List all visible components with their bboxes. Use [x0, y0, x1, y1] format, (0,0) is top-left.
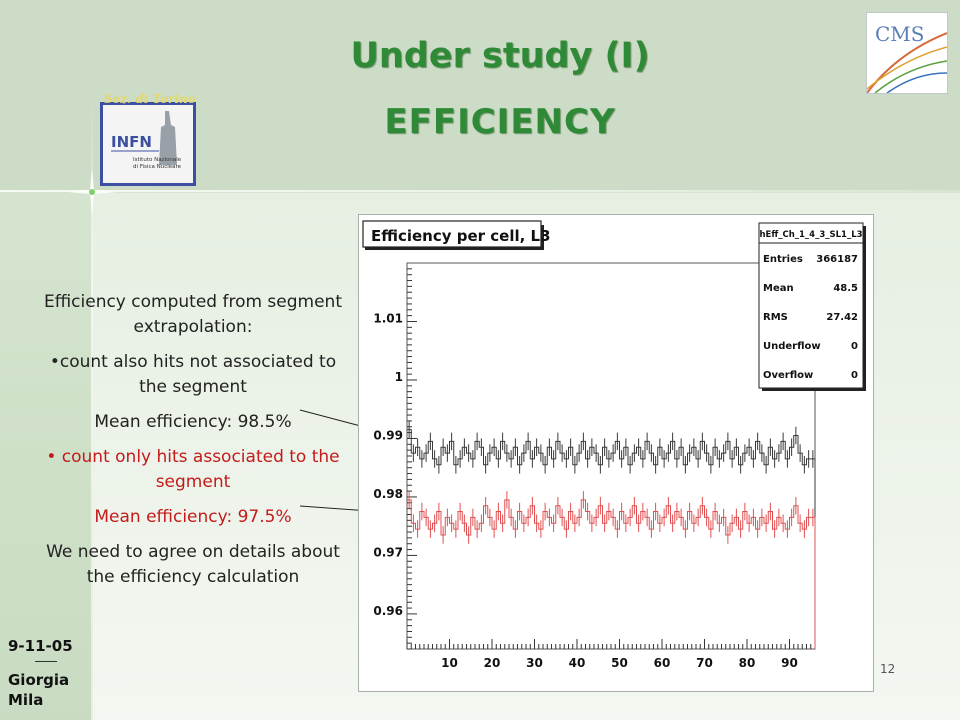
stats-box — [758, 222, 864, 389]
infn-logo: INFN Istituto Nazionale di Fisica Nuclea… — [100, 102, 196, 186]
chart-svg: Efficiency per cell, L3 10 20 30 40 50 60 70 80… — [362, 220, 866, 670]
x-tick-label: 30 — [526, 656, 543, 670]
cms-name: CMS — [875, 22, 924, 46]
infn-line2: di Fisica Nucleare — [133, 164, 182, 170]
x-tick-label: 20 — [484, 656, 501, 670]
slide-title: Under study (I) — [350, 36, 650, 76]
stats-row-label: Entries — [763, 254, 803, 265]
page-number: 12 — [880, 662, 896, 676]
conclusion-text: We need to agree on details about the ef… — [46, 542, 340, 587]
bullet-associated-hits: • count only hits associated to the segm… — [46, 447, 340, 492]
series-line-0 — [407, 429, 816, 649]
mean-efficiency-associated: Mean efficiency: 97.5% — [94, 507, 292, 527]
stats-row-label: RMS — [763, 312, 788, 323]
y-tick-label: 0.96 — [373, 604, 403, 618]
bullet-all-hits: •count also hits not associated to the s… — [49, 352, 337, 397]
author-name: Giorgia Mila — [8, 670, 69, 710]
author-first-name: Giorgia — [8, 671, 70, 689]
x-tick-label: 80 — [739, 656, 756, 670]
cms-logo-graphic: CMS — [866, 22, 948, 94]
stats-row-label: Underflow — [763, 341, 821, 352]
x-tick-label: 60 — [654, 656, 671, 670]
x-tick-label: 10 — [441, 656, 458, 670]
date-underline — [35, 661, 57, 662]
stats-row-label: Mean — [763, 283, 794, 294]
y-tick-label: 0.99 — [373, 429, 403, 443]
left-sidebar-band — [0, 192, 92, 720]
efficiency-plot: Efficiency per cell, L3 10 20 30 40 50 60 70 80… — [358, 214, 874, 692]
stats-row-value: 27.42 — [826, 312, 858, 323]
x-tick-label: 50 — [611, 656, 628, 670]
stats-histogram-name: hEff_Ch_1_4_3_SL1_L3 — [759, 230, 862, 240]
y-tick-label: 1 — [395, 370, 403, 384]
infn-line1: Istituto Nazionale — [133, 157, 182, 163]
mean-efficiency-all: Mean efficiency: 98.5% — [94, 412, 292, 432]
x-tick-label: 70 — [696, 656, 713, 670]
slide-date: 9-11-05 — [8, 637, 73, 655]
infn-logo-graphic: INFN Istituto Nazionale di Fisica Nuclea… — [111, 111, 182, 170]
author-last-name: Mila — [8, 691, 44, 709]
sidebar-divider — [91, 100, 93, 720]
y-tick-label: 0.97 — [373, 546, 403, 560]
series-line-1 — [407, 499, 816, 649]
x-tick-label: 90 — [781, 656, 798, 670]
y-tick-label: 0.98 — [373, 487, 403, 501]
infn-name: INFN — [111, 133, 152, 151]
y-tick-label: 1.01 — [373, 312, 403, 326]
intro-text: Efficiency computed from segment extrapo… — [43, 292, 342, 337]
chart-title-box — [362, 220, 542, 248]
stats-row-label: Overflow — [763, 370, 813, 381]
stats-row-value: 48.5 — [833, 283, 858, 294]
text-block: Efficiency computed from segment extrapo… — [40, 290, 346, 600]
stats-row-value: 0 — [851, 370, 858, 381]
sparkle-icon — [68, 168, 116, 216]
stats-row-value: 366187 — [816, 254, 858, 265]
header-divider — [0, 190, 960, 192]
x-tick-label: 40 — [569, 656, 586, 670]
slide-subtitle: EFFICIENCY — [384, 102, 616, 142]
stats-row-value: 0 — [851, 341, 858, 352]
chart-title: Efficiency per cell, L3 — [371, 227, 551, 245]
infn-caption: Sez. di Torino — [104, 92, 196, 106]
cms-logo: CMS — [866, 12, 948, 94]
